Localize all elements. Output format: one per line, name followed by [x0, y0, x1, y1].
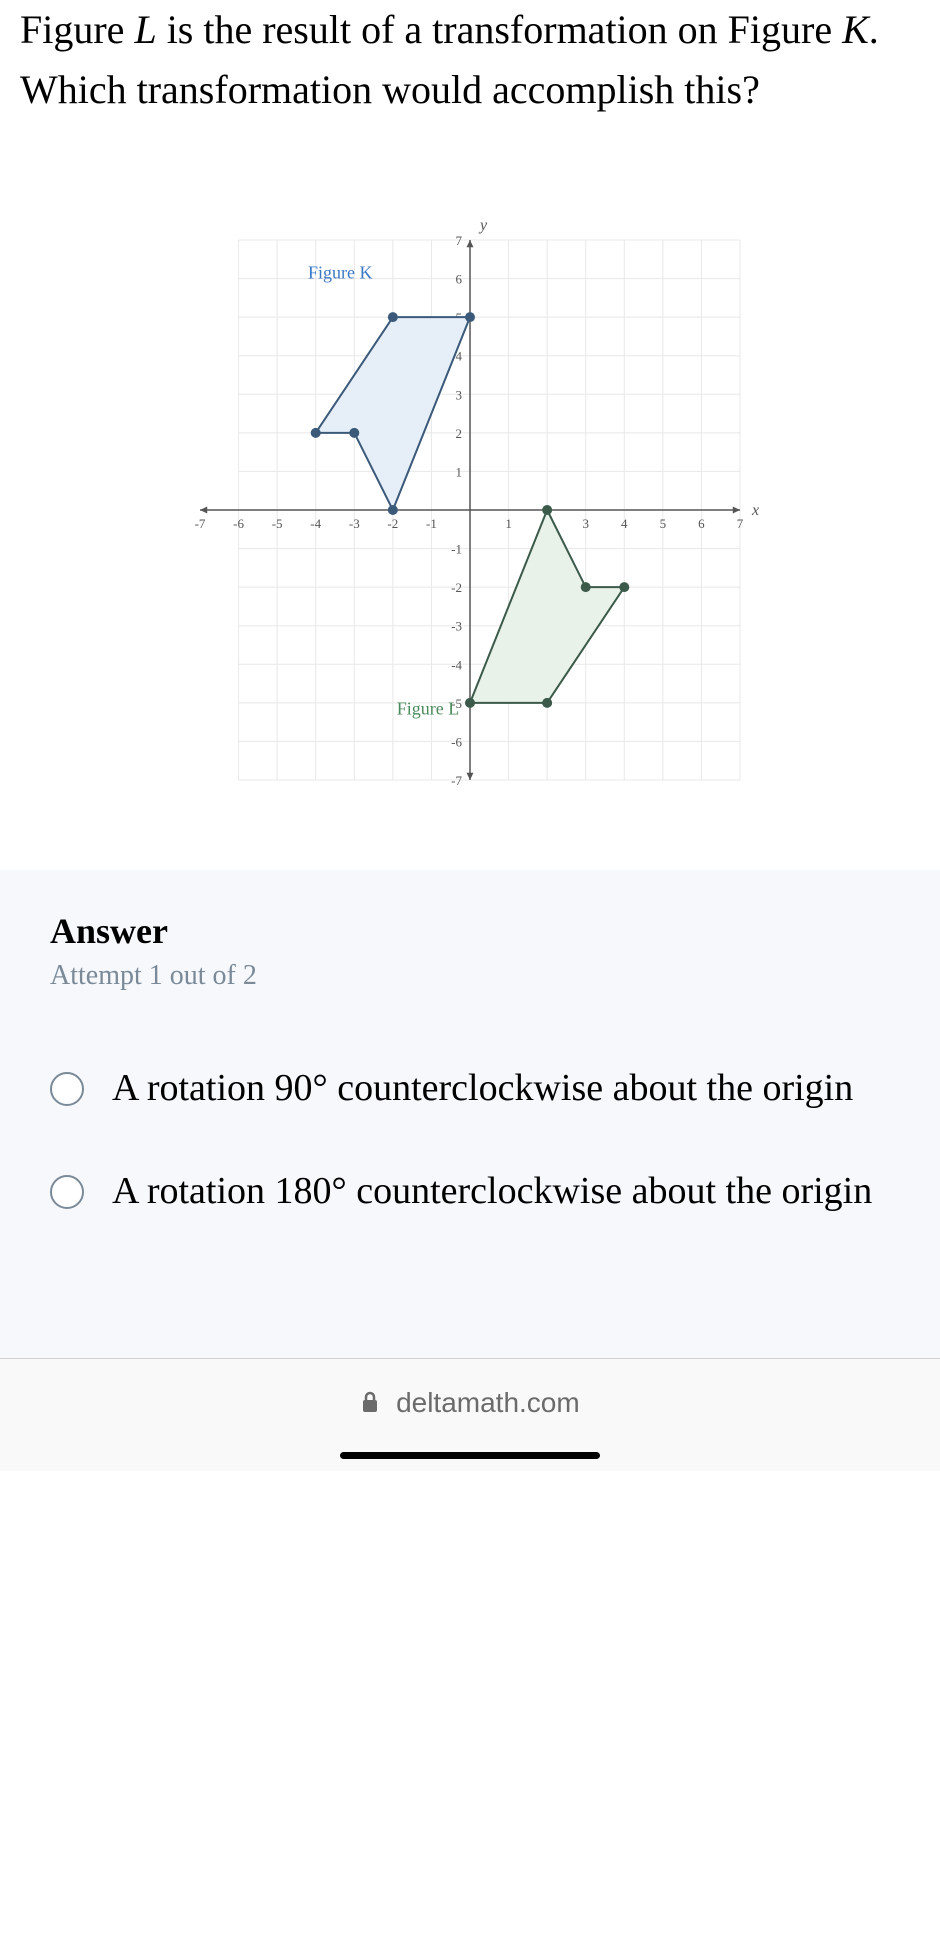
svg-text:6: 6 [698, 516, 705, 531]
attempt-text: Attempt 1 out of 2 [50, 960, 890, 992]
svg-text:y: y [478, 217, 488, 234]
svg-text:-6: -6 [233, 516, 244, 531]
svg-text:-4: -4 [310, 516, 321, 531]
svg-text:-6: -6 [451, 734, 462, 749]
option-row-1[interactable]: A rotation 180° counterclockwise about t… [50, 1165, 890, 1218]
question-text: Figure L is the result of a transformati… [20, 0, 920, 120]
q-var-1: L [134, 7, 156, 52]
svg-text:6: 6 [456, 272, 463, 287]
home-indicator[interactable] [340, 1452, 600, 1459]
option-row-0[interactable]: A rotation 90° counterclockwise about th… [50, 1062, 890, 1115]
svg-text:-1: -1 [426, 516, 437, 531]
svg-text:3: 3 [456, 387, 463, 402]
svg-text:7: 7 [456, 233, 463, 248]
q-part-1: Figure [20, 7, 134, 52]
svg-text:1: 1 [456, 464, 463, 479]
url-bar: deltamath.com [0, 1358, 940, 1471]
svg-text:7: 7 [737, 516, 744, 531]
svg-text:-4: -4 [451, 657, 462, 672]
svg-text:Figure K: Figure K [308, 263, 373, 283]
svg-text:-2: -2 [387, 516, 398, 531]
answer-section: Answer Attempt 1 out of 2 A rotation 90°… [0, 870, 940, 1358]
svg-text:-2: -2 [451, 580, 462, 595]
svg-text:1: 1 [505, 516, 512, 531]
option-text-0: A rotation 90° counterclockwise about th… [112, 1062, 853, 1115]
svg-text:3: 3 [582, 516, 589, 531]
svg-text:-1: -1 [451, 542, 462, 557]
coordinate-chart: -7-6-5-4-3-2-11234567-7-6-5-4-3-2-112345… [170, 210, 770, 810]
radio-1[interactable] [50, 1175, 84, 1209]
svg-text:2: 2 [456, 426, 463, 441]
q-part-2: is the result of a transformation on Fig… [157, 7, 842, 52]
cutoff-row [50, 1268, 890, 1298]
svg-text:-5: -5 [272, 516, 283, 531]
svg-text:5: 5 [660, 516, 667, 531]
question-area: Figure L is the result of a transformati… [0, 0, 940, 160]
svg-text:x: x [751, 502, 759, 519]
svg-text:-3: -3 [451, 619, 462, 634]
svg-text:-7: -7 [195, 516, 206, 531]
answer-heading: Answer [50, 910, 890, 952]
svg-text:-7: -7 [451, 773, 462, 788]
chart-container: -7-6-5-4-3-2-11234567-7-6-5-4-3-2-112345… [0, 160, 940, 870]
radio-0[interactable] [50, 1072, 84, 1106]
svg-text:Figure L: Figure L [397, 698, 460, 718]
svg-text:4: 4 [621, 516, 628, 531]
url-domain: deltamath.com [396, 1387, 580, 1418]
svg-text:-3: -3 [349, 516, 360, 531]
lock-icon [360, 1389, 380, 1421]
option-text-1: A rotation 180° counterclockwise about t… [112, 1165, 872, 1218]
q-var-2: K [842, 7, 869, 52]
